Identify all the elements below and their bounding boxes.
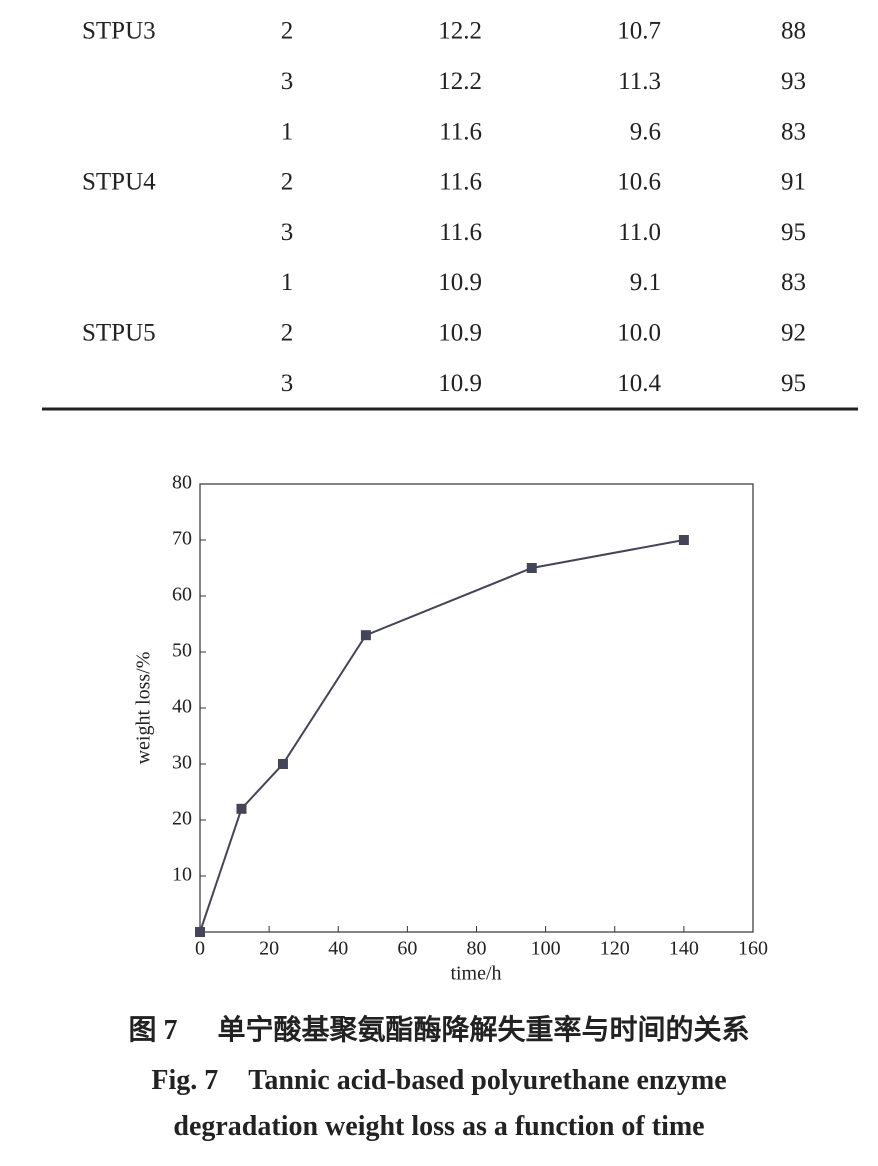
table-cell: 11.0 bbox=[618, 219, 661, 246]
x-tick-label: 160 bbox=[738, 938, 768, 960]
table-cell: 95 bbox=[781, 219, 806, 246]
table-cell: 12.2 bbox=[438, 18, 482, 45]
table-cell: 95 bbox=[781, 370, 806, 397]
sample-name: STPU4 bbox=[82, 169, 156, 196]
table-cell: 11.6 bbox=[439, 169, 482, 196]
table-cell: 91 bbox=[781, 169, 806, 196]
data-point bbox=[360, 630, 371, 641]
table-cell: 11.6 bbox=[439, 219, 482, 246]
x-tick-label: 60 bbox=[397, 938, 417, 960]
y-tick-label: 40 bbox=[172, 696, 192, 718]
page-graphics: time/h weight loss/% 2 12.2 10.7 88 3 12.2 11.… bbox=[42, 18, 858, 985]
y-tick-label: 60 bbox=[172, 584, 192, 606]
table-cell: 10.9 bbox=[438, 370, 482, 397]
y-tick-label: 80 bbox=[172, 472, 192, 494]
caption-label: Fig. 7 bbox=[151, 1065, 219, 1096]
plot-frame bbox=[199, 483, 754, 933]
data-point bbox=[678, 535, 689, 545]
data-point bbox=[277, 759, 288, 769]
caption-text: Tannic acid-based polyurethane enzyme de… bbox=[173, 1065, 727, 1142]
sample-name: STPU5 bbox=[82, 320, 156, 347]
x-tick-label: 120 bbox=[600, 938, 630, 960]
caption-label: 图 7 bbox=[128, 1015, 178, 1046]
y-tick-label: 70 bbox=[172, 528, 192, 550]
table-cell: 10.9 bbox=[438, 320, 482, 347]
table-cell: 2 bbox=[281, 320, 294, 347]
table-cell: 10.6 bbox=[617, 169, 661, 196]
table-cell: 9.6 bbox=[630, 118, 661, 145]
x-tick-label: 140 bbox=[669, 938, 699, 960]
caption-en: Fig. 7 Tannic acid-based polyurethane enz… bbox=[89, 1058, 789, 1150]
table-cell: 1 bbox=[281, 269, 294, 296]
y-tick-label: 50 bbox=[172, 640, 192, 662]
data-line bbox=[199, 539, 685, 933]
x-tick-label: 40 bbox=[328, 938, 348, 960]
y-tick-label: 30 bbox=[172, 752, 192, 774]
table-cell: 11.3 bbox=[618, 68, 661, 95]
x-tick-label: 0 bbox=[195, 938, 205, 960]
data-point bbox=[526, 563, 537, 573]
sample-name: STPU3 bbox=[82, 18, 156, 45]
x-axis-label: time/h bbox=[450, 963, 501, 985]
table-cell: 2 bbox=[281, 169, 294, 196]
y-axis-label: weight loss/% bbox=[133, 652, 155, 765]
table-cell: 83 bbox=[781, 118, 806, 145]
table-cell: 9.1 bbox=[630, 269, 661, 296]
table-cell: 88 bbox=[781, 18, 806, 45]
table-cell: 10.7 bbox=[617, 18, 661, 45]
table-cell: 92 bbox=[781, 320, 806, 347]
table-cell: 10.4 bbox=[617, 370, 661, 397]
table-cell: 93 bbox=[781, 68, 806, 95]
table-cell: 10.9 bbox=[438, 269, 482, 296]
table-cell: 83 bbox=[781, 269, 806, 296]
table-cell: 3 bbox=[281, 68, 294, 95]
x-tick-label: 20 bbox=[259, 938, 279, 960]
y-tick-label: 10 bbox=[172, 864, 192, 886]
x-tick-label: 80 bbox=[467, 938, 487, 960]
caption-zh: 图 7 单宁酸基聚氨酯酶降解失重率与时间的关系 bbox=[0, 1008, 878, 1048]
y-tick-label: 20 bbox=[172, 808, 192, 830]
table-cell: 3 bbox=[281, 219, 294, 246]
table-cell: 12.2 bbox=[438, 68, 482, 95]
table-cell: 3 bbox=[281, 370, 294, 397]
caption-text: 单宁酸基聚氨酯酶降解失重率与时间的关系 bbox=[217, 1015, 750, 1046]
table-cell: 1 bbox=[281, 118, 294, 145]
data-point bbox=[236, 803, 247, 814]
table-cell: 10.0 bbox=[617, 320, 661, 347]
table-cell: 2 bbox=[281, 18, 294, 45]
table-cell: 11.6 bbox=[439, 118, 482, 145]
data-point bbox=[195, 927, 205, 937]
x-tick-label: 100 bbox=[531, 938, 561, 960]
